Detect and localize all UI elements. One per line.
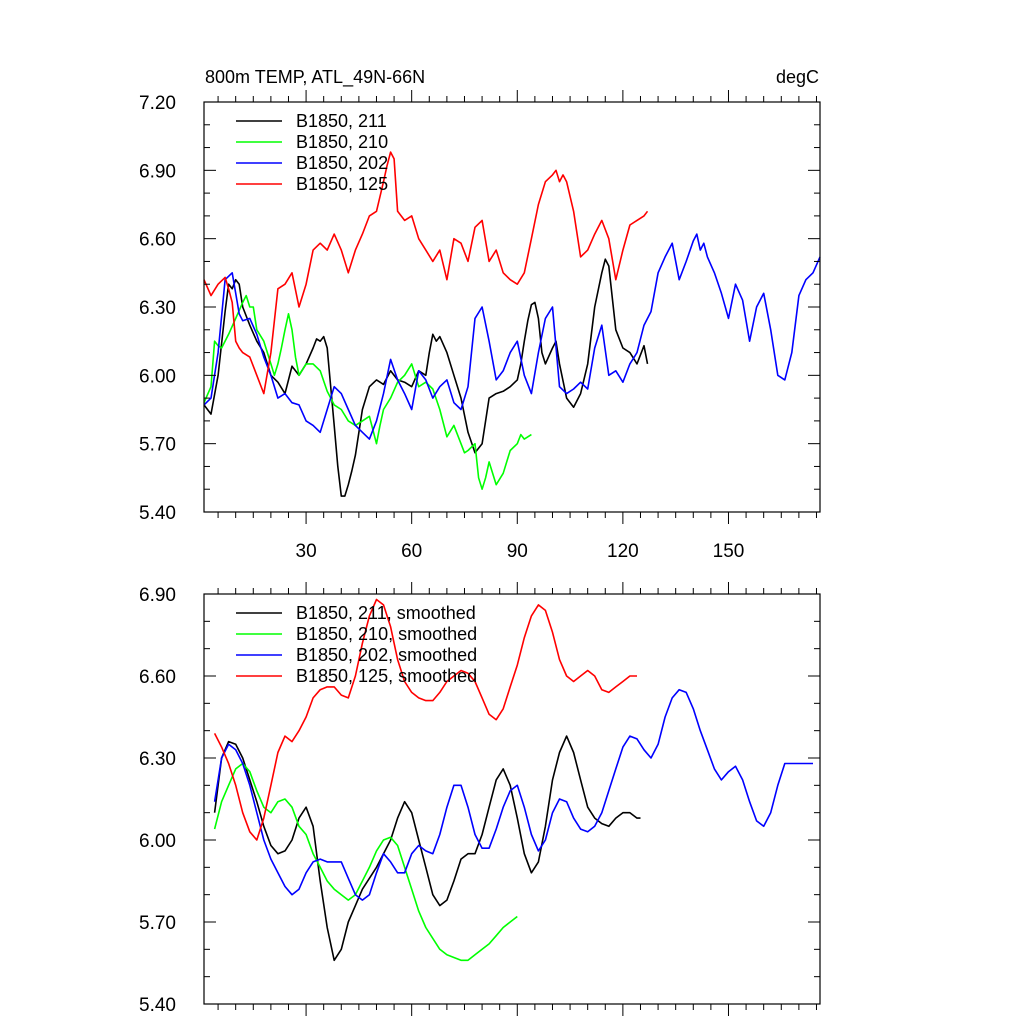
- series-line-3: [203, 151, 649, 395]
- legend-label: B1850, 202, smoothed: [296, 645, 477, 665]
- plot-frame: [203, 593, 821, 1005]
- y-tick-label: 6.90: [139, 585, 176, 606]
- series-line-3: [213, 598, 637, 841]
- legend-label: B1850, 210, smoothed: [296, 624, 477, 644]
- y-tick-label: 7.20: [139, 93, 176, 114]
- x-tick-label: 90: [507, 541, 528, 562]
- chart-title: 800m TEMP, ATL_49N-66N: [205, 67, 425, 88]
- y-tick-label: 5.70: [139, 913, 176, 934]
- y-tick-label: 5.70: [139, 435, 176, 456]
- units-label: degC: [776, 67, 819, 87]
- legend-label: B1850, 125: [296, 174, 388, 194]
- legend-label: B1850, 202: [296, 153, 388, 173]
- legend-label: B1850, 125, smoothed: [296, 666, 477, 686]
- series-line-0: [213, 735, 641, 962]
- series-layer: [213, 598, 813, 962]
- series-line-2: [213, 688, 813, 901]
- tick-layer: 5.40 5.70 6.00 6.30 6.60 6.90 7.20 30 60 90 120 150: [139, 90, 820, 562]
- series-line-0: [203, 258, 649, 497]
- x-tick-label: 120: [607, 541, 639, 562]
- series-line-1: [203, 294, 532, 491]
- bottom-panel: 5.40 5.70 6.00 6.30 6.60 6.90 B1850, 211, smo…: [139, 582, 821, 1016]
- y-tick-label: 6.00: [139, 366, 176, 387]
- top-panel: 800m TEMP, ATL_49N-66N degC 5.40 5.70 6.00…: [139, 67, 821, 562]
- y-tick-label: 6.90: [139, 161, 176, 182]
- y-tick-label: 5.40: [139, 503, 176, 524]
- y-tick-label: 6.30: [139, 298, 176, 319]
- tick-layer: 5.40 5.70 6.00 6.30 6.60 6.90: [139, 582, 820, 1016]
- y-tick-label: 5.40: [139, 995, 176, 1016]
- y-tick-label: 6.00: [139, 831, 176, 852]
- legend-label: B1850, 211: [296, 111, 387, 131]
- legend-label: B1850, 211, smoothed: [296, 603, 476, 623]
- series-layer: [203, 151, 821, 497]
- x-tick-label: 30: [296, 541, 317, 562]
- series-line-1: [213, 762, 518, 962]
- legend-label: B1850, 210: [296, 132, 388, 152]
- y-tick-label: 6.60: [139, 230, 176, 251]
- x-tick-label: 150: [713, 541, 745, 562]
- y-tick-label: 6.30: [139, 749, 176, 770]
- x-tick-label: 60: [401, 541, 422, 562]
- series-line-2: [203, 233, 821, 440]
- y-tick-label: 6.60: [139, 667, 176, 688]
